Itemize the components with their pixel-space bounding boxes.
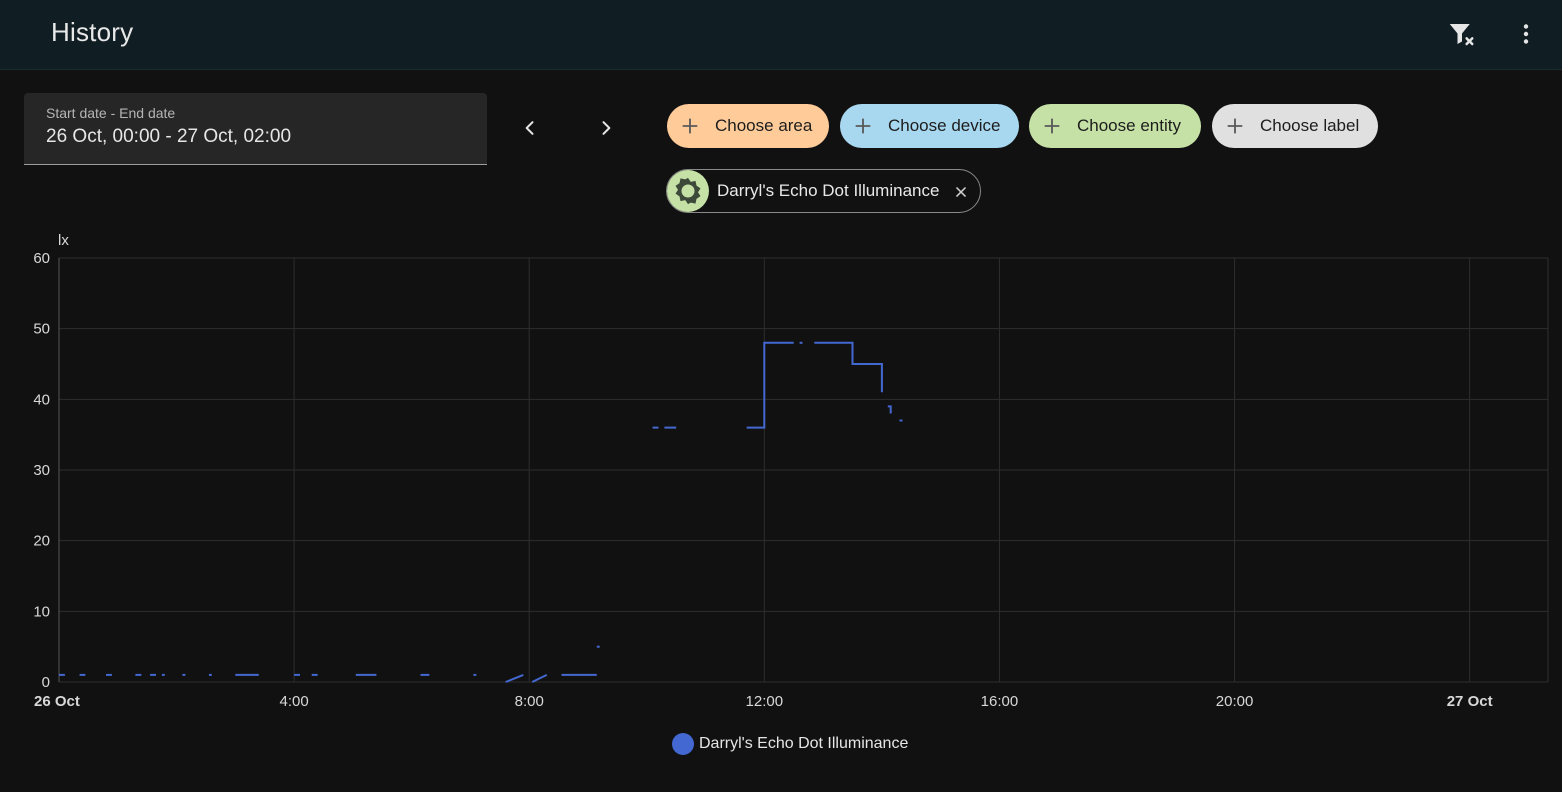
history-chart[interactable]: 0 10 20 30 40 50 60 26 Oct 4:00 8:00 12:00 16:00 20:… [0, 225, 1562, 725]
overflow-menu-button[interactable] [1506, 14, 1546, 54]
x-tick-label: 27 Oct [1447, 693, 1493, 710]
y-tick-label: 20 [33, 533, 50, 550]
x-tick-label: 8:00 [515, 693, 544, 710]
legend-label: Darryl's Echo Dot Illuminance [699, 735, 909, 752]
legend-color-dot [672, 733, 694, 755]
choose-entity-chip[interactable]: Choose entity [1029, 104, 1201, 148]
brightness-icon [675, 177, 701, 205]
plus-icon [682, 118, 698, 134]
y-tick-label: 50 [33, 321, 50, 338]
previous-period-button[interactable] [510, 108, 550, 148]
filter-remove-icon [1449, 24, 1474, 46]
chevron-left-icon [525, 121, 534, 135]
choose-label-label: Choose label [1260, 116, 1360, 135]
x-tick-label: 26 Oct [34, 693, 80, 710]
date-range-label: Start date - End date [46, 105, 176, 121]
series-line-segment [814, 341, 883, 393]
choose-area-chip[interactable]: Choose area [667, 104, 829, 148]
series-line-segment [887, 405, 892, 414]
choose-entity-label: Choose entity [1077, 116, 1181, 135]
chevron-right-icon [602, 121, 611, 135]
close-icon [956, 187, 966, 197]
plus-icon [855, 118, 871, 134]
x-tick-label: 4:00 [280, 693, 309, 710]
selected-entity-name: Darryl's Echo Dot Illuminance [717, 181, 940, 200]
plus-icon [1227, 118, 1243, 134]
chart-legend-item[interactable]: Darryl's Echo Dot Illuminance [672, 733, 908, 755]
y-tick-label: 40 [33, 391, 50, 408]
date-range-picker[interactable]: Start date - End date 26 Oct, 00:00 - 27… [24, 93, 487, 165]
y-tick-label: 10 [33, 603, 50, 620]
entity-avatar [667, 170, 709, 212]
series-line-segment [746, 341, 794, 429]
choose-device-chip[interactable]: Choose device [840, 104, 1019, 148]
clear-filter-button[interactable] [1441, 14, 1481, 54]
y-axis-unit-label: lx [58, 232, 69, 249]
next-period-button[interactable] [586, 108, 626, 148]
series-line-segment [531, 674, 548, 683]
x-tick-label: 16:00 [981, 693, 1019, 710]
x-tick-label: 12:00 [746, 693, 784, 710]
plus-icon [1044, 118, 1060, 134]
x-tick-label: 20:00 [1216, 693, 1254, 710]
dots-vertical-icon [1523, 24, 1529, 44]
selected-entity-chip[interactable]: Darryl's Echo Dot Illuminance [666, 169, 981, 213]
y-tick-label: 60 [33, 250, 50, 267]
choose-device-label: Choose device [888, 116, 1001, 135]
page-title: History [51, 17, 134, 47]
app-toolbar: History [0, 0, 1562, 70]
series-line-segment [505, 673, 524, 683]
remove-entity-button[interactable] [950, 181, 972, 203]
choose-area-label: Choose area [715, 116, 813, 135]
y-tick-label: 0 [42, 674, 50, 691]
date-range-value: 26 Oct, 00:00 - 27 Oct, 02:00 [46, 126, 292, 147]
choose-label-chip[interactable]: Choose label [1212, 104, 1378, 148]
y-tick-label: 30 [33, 462, 50, 479]
